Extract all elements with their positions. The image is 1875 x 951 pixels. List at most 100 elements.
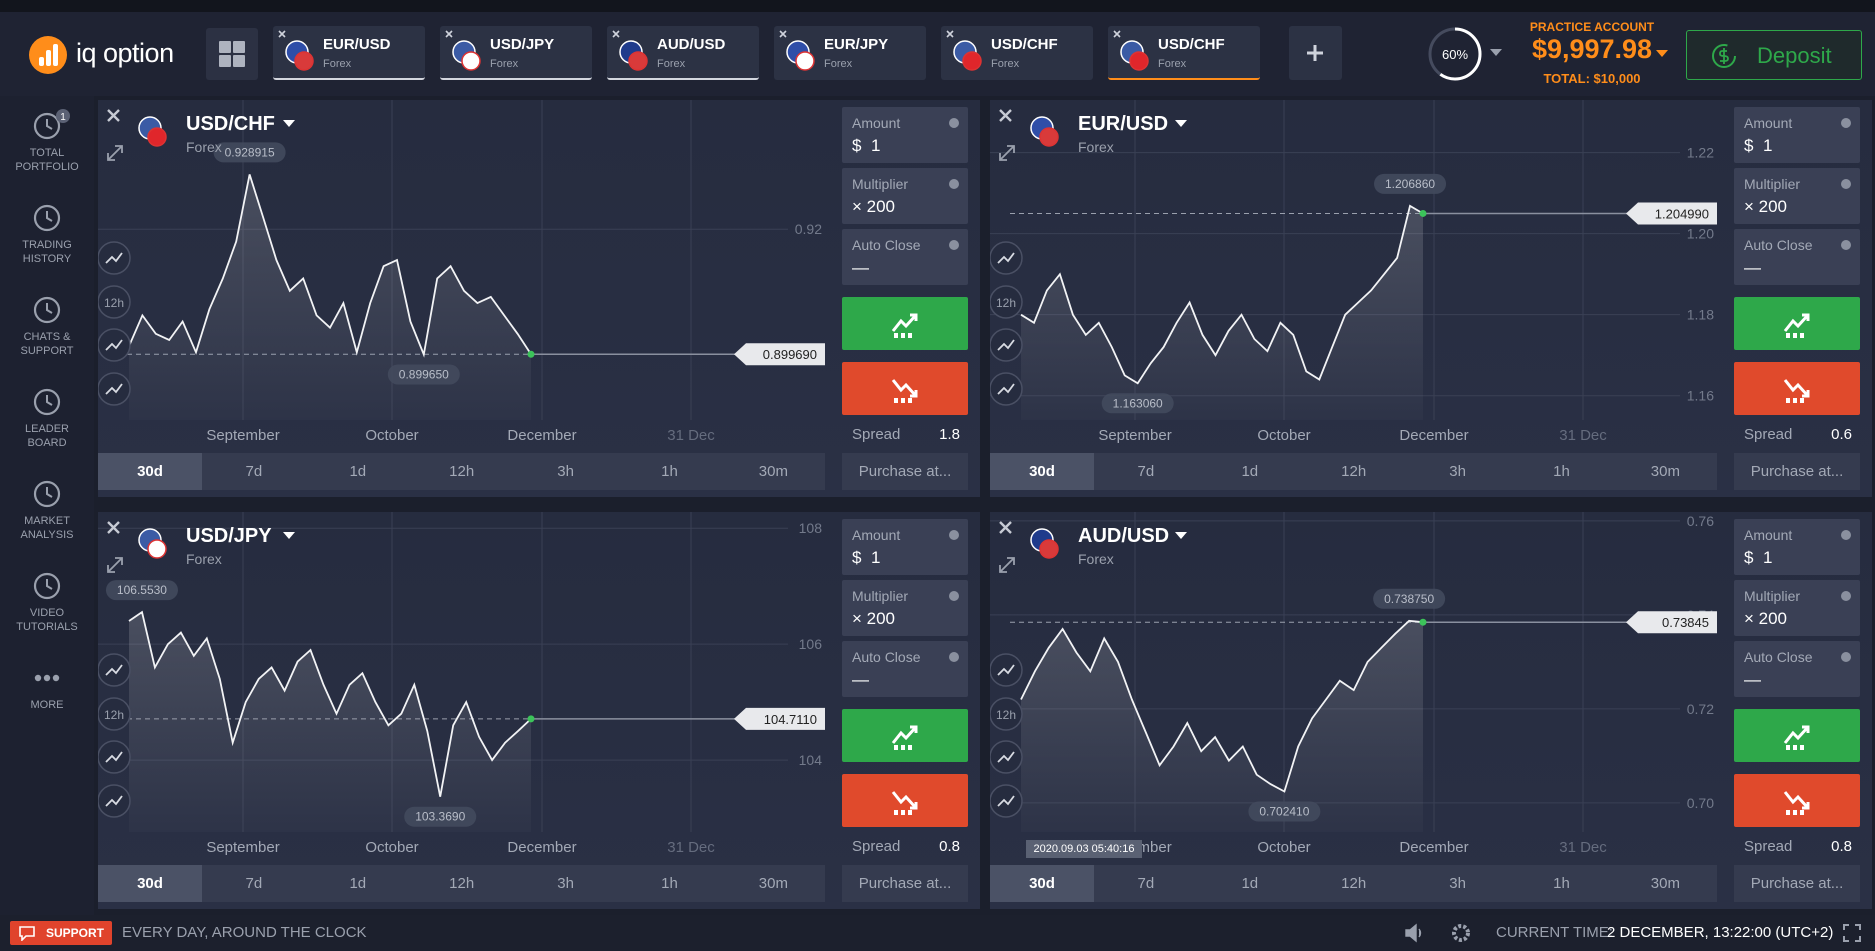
tool-button[interactable] [98,285,131,319]
sell-button[interactable] [842,362,968,415]
tool-button[interactable] [98,697,131,731]
period-button[interactable]: 7d [1137,463,1155,480]
pair-name[interactable]: AUD/USD [1078,525,1169,547]
close-icon[interactable] [946,30,954,38]
auto-close-box[interactable]: Auto Close — [842,229,968,285]
asset-tab[interactable]: USD/JPY Forex [440,26,592,80]
sidebar-item[interactable]: MORE [0,656,94,744]
period-button[interactable]: 12h [1341,875,1367,892]
period-button[interactable]: 30d [990,453,1094,490]
multiplier-box[interactable]: Multiplier × 200 [1734,580,1860,636]
sell-button[interactable] [1734,774,1860,827]
period-button[interactable]: 7d [245,875,263,892]
close-icon[interactable] [779,30,787,38]
period-button[interactable]: 30d [98,865,202,902]
expand-panel[interactable] [107,145,123,161]
buy-button[interactable] [842,297,968,350]
period-button[interactable]: 1d [1241,875,1259,892]
asset-tab[interactable]: USD/CHF Forex [1108,26,1260,80]
period-button[interactable]: 7d [245,463,263,480]
period-button[interactable]: 30m [1650,463,1680,480]
amount-box[interactable]: Amount $1 [842,519,968,575]
period-button[interactable]: 30d [990,865,1094,902]
close-icon[interactable] [278,30,286,38]
close-icon[interactable] [612,30,620,38]
sidebar-item[interactable]: 1 TOTAL PORTFOLIO [0,104,94,192]
period-button[interactable]: 30m [1650,875,1680,892]
close-panel[interactable] [107,521,120,534]
close-panel[interactable] [999,109,1012,122]
period-button[interactable]: 12h [1341,463,1367,480]
gear-icon[interactable] [1452,924,1470,942]
sidebar-item[interactable]: MARKET ANALYSIS [0,472,94,560]
info-icon [1841,240,1851,250]
fullscreen[interactable] [1843,924,1861,942]
close-icon[interactable] [1113,30,1121,38]
period-button[interactable]: 30m [758,875,788,892]
tool-button[interactable] [990,285,1023,319]
close-panel[interactable] [999,521,1012,534]
add-tab-button[interactable] [1289,26,1342,80]
multiplier-box[interactable]: Multiplier × 200 [1734,168,1860,224]
asset-tab[interactable]: USD/CHF Forex [941,26,1093,80]
tab-pair: USD/JPY [490,36,555,53]
period-button[interactable]: 1h [661,875,678,892]
amount-box[interactable]: Amount $1 [842,107,968,163]
purchase-button[interactable]: Purchase at... [1734,453,1860,490]
period-button[interactable]: 3h [557,463,574,480]
sidebar-item[interactable]: VIDEO TUTORIALS [0,564,94,652]
extreme-label-bg [1374,173,1447,194]
period-button[interactable]: 7d [1137,875,1155,892]
info-icon [1841,652,1851,662]
close-icon[interactable] [445,30,453,38]
period-button[interactable]: 1h [1553,875,1570,892]
sidebar-item[interactable]: TRADING HISTORY [0,196,94,284]
grid-button[interactable] [206,28,258,80]
buy-button[interactable] [842,709,968,762]
speaker-icon[interactable] [1405,923,1422,943]
balance[interactable]: $9,997.98 [1531,34,1653,64]
period-button[interactable]: 1d [349,463,367,480]
multiplier-box[interactable]: Multiplier × 200 [842,168,968,224]
amount-box[interactable]: Amount $1 [1734,519,1860,575]
pair-name[interactable]: USD/CHF [186,113,275,135]
asset-tab[interactable]: AUD/USD Forex [607,26,759,80]
period-button[interactable]: 12h [449,463,475,480]
period-button[interactable]: 3h [557,875,574,892]
sidebar-item[interactable]: CHATS & SUPPORT [0,288,94,376]
deposit-button[interactable]: Deposit [1686,30,1862,80]
sell-button[interactable] [1734,362,1860,415]
multiplier-box[interactable]: Multiplier × 200 [842,580,968,636]
period-button[interactable]: 30m [758,463,788,480]
sell-button[interactable] [842,774,968,827]
amount-box[interactable]: Amount $1 [1734,107,1860,163]
expand-panel[interactable] [999,145,1015,161]
support-button[interactable]: SUPPORT [10,921,112,945]
period-button[interactable]: 12h [449,875,475,892]
pair-name[interactable]: EUR/USD [1078,113,1168,135]
price-area [129,174,531,420]
period-button[interactable]: 1d [1241,463,1259,480]
purchase-button[interactable]: Purchase at... [1734,865,1860,902]
period-button[interactable]: 3h [1449,875,1466,892]
buy-button[interactable] [1734,297,1860,350]
asset-tab[interactable]: EUR/JPY Forex [774,26,926,80]
auto-close-box[interactable]: Auto Close — [842,641,968,697]
pair-name[interactable]: USD/JPY [186,525,272,547]
period-button[interactable]: 30d [98,453,202,490]
period-button[interactable]: 3h [1449,463,1466,480]
expand-panel[interactable] [107,557,123,573]
asset-tab[interactable]: EUR/USD Forex [273,26,425,80]
period-button[interactable]: 1h [661,463,678,480]
sidebar-item[interactable]: LEADER BOARD [0,380,94,468]
purchase-button[interactable]: Purchase at... [842,453,968,490]
tool-button[interactable] [990,697,1023,731]
auto-close-box[interactable]: Auto Close — [1734,641,1860,697]
buy-button[interactable] [1734,709,1860,762]
expand-panel[interactable] [999,557,1015,573]
period-button[interactable]: 1h [1553,463,1570,480]
close-panel[interactable] [107,109,120,122]
purchase-button[interactable]: Purchase at... [842,865,968,902]
auto-close-box[interactable]: Auto Close — [1734,229,1860,285]
period-button[interactable]: 1d [349,875,367,892]
